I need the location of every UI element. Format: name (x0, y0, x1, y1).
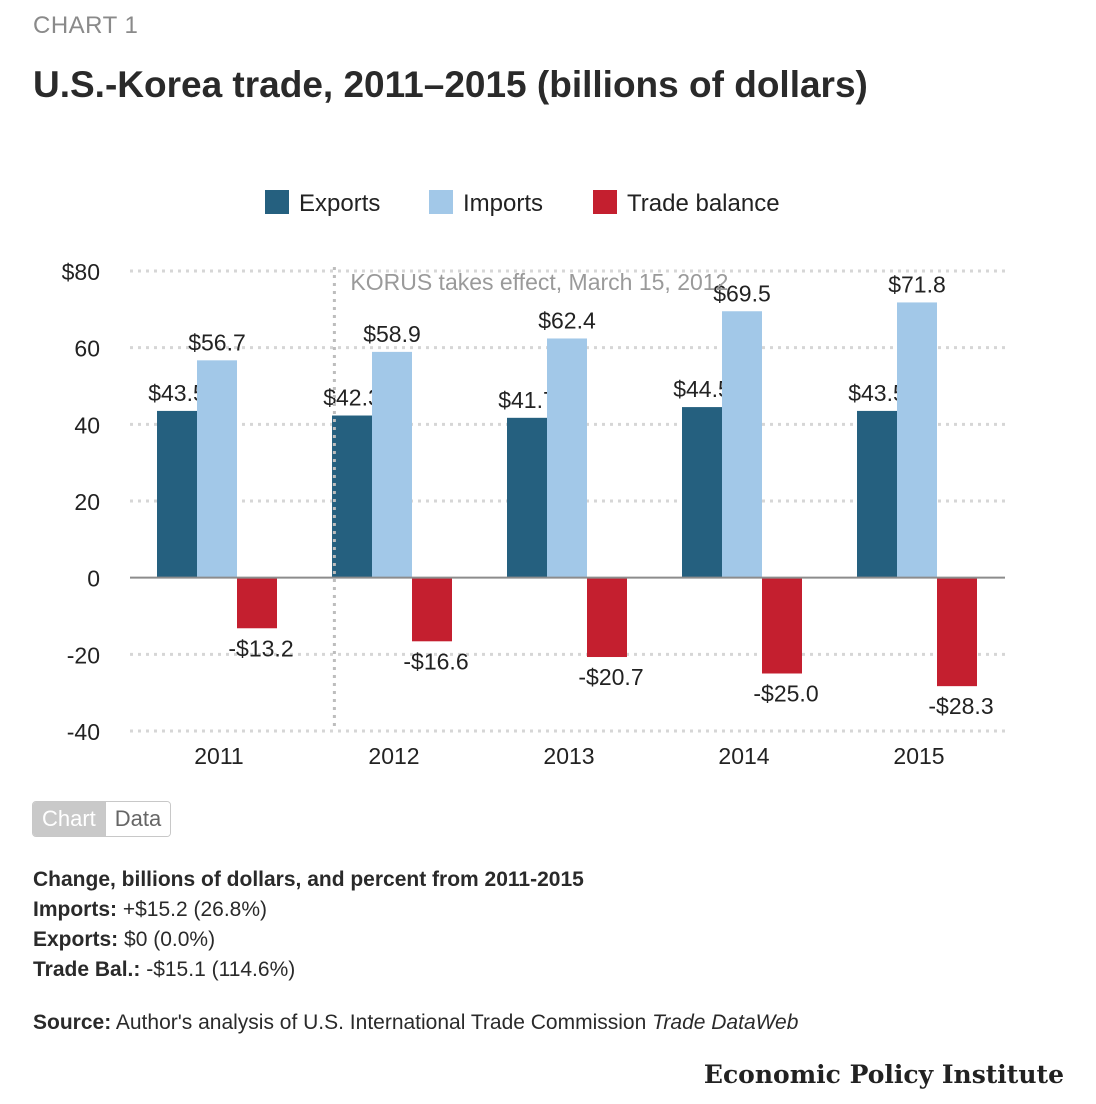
data-label: $69.5 (713, 280, 771, 306)
annotation-label: KORUS takes effect, March 15, 2012 (350, 269, 728, 295)
bar-exports (857, 410, 897, 578)
exports-change-value: $0 (0.0%) (118, 928, 216, 951)
imports-change: Imports: +$15.2 (26.8%) (33, 898, 584, 922)
bar-imports (197, 360, 237, 578)
chart-title: U.S.-Korea trade, 2011–2015 (billions of… (33, 64, 868, 105)
notes-heading: Change, billions of dollars, and percent… (33, 868, 584, 891)
data-label: $41.7 (498, 387, 556, 413)
legend-label: Trade balance (627, 190, 780, 217)
y-tick-label: 0 (87, 566, 100, 592)
y-tick-label: -20 (67, 642, 100, 668)
data-label: $43.5 (848, 380, 906, 406)
bar-chart: $80 60 40 20 0 -20 -40 $43.5 $56.7 -$13.2 2011 $42.… (62, 190, 1005, 769)
bar-exports (157, 410, 197, 578)
data-label: $43.5 (148, 380, 206, 406)
bar-imports (897, 302, 937, 578)
chart-tab[interactable]: Chart (33, 802, 105, 836)
balance-change-value: -$15.1 (114.6%) (140, 958, 296, 981)
balance-change-label: Trade Bal.: (33, 958, 141, 981)
bar-trade-balance (937, 577, 977, 687)
chart-kicker: CHART 1 (33, 12, 139, 39)
bar-trade-balance (237, 577, 277, 629)
bar-trade-balance (762, 577, 802, 674)
bar-imports (547, 338, 587, 578)
change-notes: Change, billions of dollars, and percent… (33, 868, 584, 988)
data-tab[interactable]: Data (104, 802, 171, 836)
data-label: $44.5 (673, 376, 731, 402)
data-label: -$28.3 (928, 693, 993, 719)
data-label: -$20.7 (578, 664, 643, 690)
bar-exports (507, 417, 547, 578)
y-tick-label: -40 (67, 719, 100, 745)
x-tick-label: 2012 (368, 743, 419, 769)
bar-exports (332, 415, 372, 578)
legend-swatch (265, 190, 289, 214)
balance-change: Trade Bal.: -$15.1 (114.6%) (33, 958, 584, 982)
source-label: Source: (33, 1011, 112, 1034)
legend-label: Exports (299, 190, 380, 217)
bar-imports (722, 311, 762, 578)
exports-change-label: Exports: (33, 928, 119, 951)
legend-swatch (429, 190, 453, 214)
data-label: $58.9 (363, 321, 421, 347)
view-toggle: Chart Data (32, 801, 172, 837)
data-label: $62.4 (538, 307, 596, 333)
source-italic: Trade DataWeb (652, 1011, 799, 1034)
bar-exports (682, 407, 722, 578)
data-label: -$13.2 (228, 635, 293, 661)
y-tick-label: $80 (62, 259, 100, 285)
brand-logo: Economic Policy Institute (703, 1060, 1064, 1089)
y-tick-label: 60 (74, 336, 100, 362)
data-label: -$16.6 (403, 648, 468, 674)
x-tick-label: 2013 (543, 743, 594, 769)
source-note: Source: Author's analysis of U.S. Intern… (33, 1011, 798, 1035)
legend-swatch (593, 190, 617, 214)
y-tick-label: 40 (74, 412, 100, 438)
exports-change: Exports: $0 (0.0%) (33, 928, 584, 952)
data-label: $71.8 (888, 271, 946, 297)
source-text: Author's analysis of U.S. International … (111, 1011, 653, 1034)
x-tick-label: 2015 (893, 743, 944, 769)
data-label: $56.7 (188, 329, 246, 355)
y-tick-label: 20 (74, 489, 100, 515)
bar-trade-balance (587, 577, 627, 658)
legend-label: Imports (463, 190, 543, 217)
data-label: $42.3 (323, 385, 381, 411)
x-tick-label: 2014 (718, 743, 769, 769)
data-label: -$25.0 (753, 681, 818, 707)
x-tick-label: 2011 (194, 743, 243, 769)
bar-trade-balance (412, 577, 452, 642)
bar-imports (372, 351, 412, 578)
imports-change-value: +$15.2 (26.8%) (117, 898, 268, 921)
imports-change-label: Imports: (33, 898, 117, 921)
